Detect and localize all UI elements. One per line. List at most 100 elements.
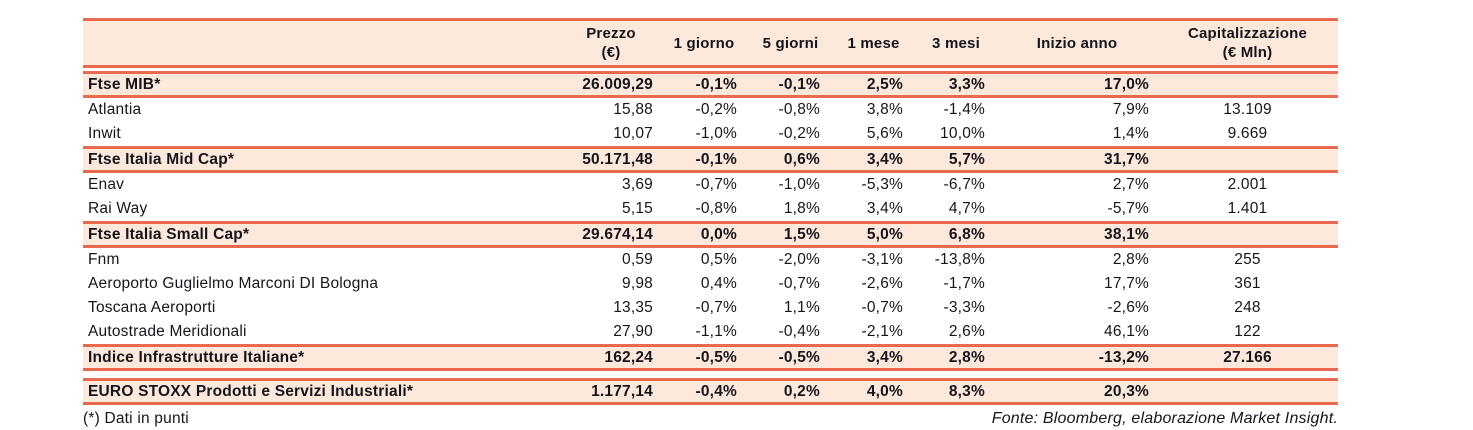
cell-inizio-anno: -2,6% bbox=[1107, 299, 1149, 316]
cell-3-mesi: -13,8% bbox=[934, 251, 985, 268]
column-header-3-mesi: 3 mesi bbox=[932, 34, 980, 52]
stock-row: Autostrade Meridionali 27,90 -1,1% -0,4%… bbox=[83, 320, 1338, 344]
cell-prezzo: 0,59 bbox=[622, 251, 653, 268]
cell-3-mesi: 6,8% bbox=[948, 225, 985, 243]
stock-row: Fnm 0,59 0,5% -2,0% -3,1% -13,8% 2,8% 25… bbox=[83, 248, 1338, 272]
column-header-inizio-anno: Inizio anno bbox=[1036, 34, 1118, 52]
cell-capitalizzazione: 361 bbox=[1234, 275, 1261, 292]
cell-prezzo: 5,15 bbox=[622, 200, 653, 217]
cell-5-giorni: 0,2% bbox=[783, 382, 820, 400]
cell-prezzo: 162,24 bbox=[604, 348, 653, 366]
cell-capitalizzazione: 13.109 bbox=[1223, 101, 1272, 118]
index-row: EURO STOXX Prodotti e Servizi Industrial… bbox=[83, 378, 1338, 405]
cell-1-giorno: -1,0% bbox=[695, 125, 737, 142]
cell-name: Ftse Italia Mid Cap* bbox=[88, 150, 235, 168]
cell-3-mesi: -3,3% bbox=[943, 299, 985, 316]
index-row: Indice Infrastrutture Italiane* 162,24 -… bbox=[83, 344, 1338, 371]
cell-3-mesi: 10,0% bbox=[940, 125, 985, 142]
cell-1-mese: 3,8% bbox=[866, 101, 903, 118]
cell-1-giorno: 0,5% bbox=[700, 251, 737, 268]
cell-name: Inwit bbox=[88, 125, 121, 142]
cell-capitalizzazione: 2.001 bbox=[1227, 176, 1268, 193]
section-divider-gap bbox=[83, 371, 1338, 378]
cell-inizio-anno: 2,7% bbox=[1112, 176, 1149, 193]
cell-prezzo: 1.177,14 bbox=[591, 382, 653, 400]
cell-prezzo: 27,90 bbox=[613, 323, 653, 340]
cell-5-giorni: -0,5% bbox=[778, 348, 820, 366]
stock-row: Atlantia 15,88 -0,2% -0,8% 3,8% -1,4% 7,… bbox=[83, 98, 1338, 122]
column-header-capitalizzazione: Capitalizzazione (€ Mln) bbox=[1187, 25, 1308, 61]
cell-capitalizzazione: 255 bbox=[1234, 251, 1261, 268]
cell-name: Rai Way bbox=[88, 200, 148, 217]
cell-1-giorno: 0,4% bbox=[700, 275, 737, 292]
cell-inizio-anno: 1,4% bbox=[1112, 125, 1149, 142]
cell-3-mesi: 8,3% bbox=[948, 382, 985, 400]
column-header-1-mese: 1 mese bbox=[847, 34, 900, 52]
cell-name: Toscana Aeroporti bbox=[88, 299, 216, 316]
stock-row: Rai Way 5,15 -0,8% 1,8% 3,4% 4,7% -5,7% … bbox=[83, 197, 1338, 221]
cell-5-giorni: 1,1% bbox=[783, 299, 820, 316]
footnote-dati-in-punti: (*) Dati in punti bbox=[83, 410, 189, 427]
cell-1-mese: -5,3% bbox=[861, 176, 903, 193]
cell-3-mesi: 2,6% bbox=[948, 323, 985, 340]
cell-inizio-anno: 17,0% bbox=[1104, 75, 1149, 93]
cell-5-giorni: -1,0% bbox=[778, 176, 820, 193]
cell-inizio-anno: 46,1% bbox=[1104, 323, 1149, 340]
source-credit: Fonte: Bloomberg, elaborazione Market In… bbox=[991, 410, 1338, 427]
cell-5-giorni: -0,4% bbox=[778, 323, 820, 340]
stock-row: Aeroporto Guglielmo Marconi DI Bologna 9… bbox=[83, 272, 1338, 296]
cell-name: Fnm bbox=[88, 251, 120, 268]
cell-prezzo: 50.171,48 bbox=[582, 150, 653, 168]
cell-name: Ftse MIB* bbox=[88, 75, 161, 93]
cell-1-giorno: -1,1% bbox=[695, 323, 737, 340]
cell-1-giorno: -0,8% bbox=[695, 200, 737, 217]
cell-inizio-anno: 20,3% bbox=[1104, 382, 1149, 400]
column-header-1-giorno: 1 giorno bbox=[673, 34, 735, 52]
cell-5-giorni: -0,2% bbox=[778, 125, 820, 142]
cell-1-mese: 3,4% bbox=[866, 150, 903, 168]
stock-row: Enav 3,69 -0,7% -1,0% -5,3% -6,7% 2,7% 2… bbox=[83, 173, 1338, 197]
cell-inizio-anno: 2,8% bbox=[1112, 251, 1149, 268]
cell-name: Atlantia bbox=[88, 101, 142, 118]
table-footer: (*) Dati in punti Fonte: Bloomberg, elab… bbox=[83, 410, 1338, 428]
cell-5-giorni: -2,0% bbox=[778, 251, 820, 268]
cell-prezzo: 15,88 bbox=[613, 101, 653, 118]
cell-name: Indice Infrastrutture Italiane* bbox=[88, 348, 305, 366]
cell-prezzo: 3,69 bbox=[622, 176, 653, 193]
cell-1-giorno: -0,1% bbox=[695, 75, 737, 93]
cell-5-giorni: 0,6% bbox=[783, 150, 820, 168]
index-row: Ftse Italia Mid Cap* 50.171,48 -0,1% 0,6… bbox=[83, 146, 1338, 173]
cell-name: EURO STOXX Prodotti e Servizi Industrial… bbox=[88, 382, 414, 400]
table-header-row: Prezzo (€) 1 giorno 5 giorni 1 mese 3 me… bbox=[83, 18, 1338, 68]
cell-1-mese: -2,1% bbox=[861, 323, 903, 340]
cell-1-giorno: -0,4% bbox=[695, 382, 737, 400]
cell-capitalizzazione: 1.401 bbox=[1227, 200, 1268, 217]
index-row: Ftse Italia Small Cap* 29.674,14 0,0% 1,… bbox=[83, 221, 1338, 248]
cell-1-mese: 4,0% bbox=[866, 382, 903, 400]
column-header-prezzo: Prezzo (€) bbox=[586, 25, 636, 61]
cell-1-giorno: -0,1% bbox=[695, 150, 737, 168]
cell-1-giorno: -0,7% bbox=[695, 176, 737, 193]
cell-name: Enav bbox=[88, 176, 125, 193]
cell-3-mesi: -1,4% bbox=[943, 101, 985, 118]
cell-1-mese: 5,0% bbox=[866, 225, 903, 243]
cell-inizio-anno: 17,7% bbox=[1104, 275, 1149, 292]
cell-1-giorno: -0,5% bbox=[695, 348, 737, 366]
cell-inizio-anno: -13,2% bbox=[1098, 348, 1149, 366]
cell-3-mesi: 5,7% bbox=[948, 150, 985, 168]
cell-prezzo: 10,07 bbox=[613, 125, 653, 142]
cell-3-mesi: 2,8% bbox=[948, 348, 985, 366]
cell-3-mesi: 4,7% bbox=[948, 200, 985, 217]
cell-1-mese: 3,4% bbox=[866, 200, 903, 217]
column-header-5-giorni: 5 giorni bbox=[762, 34, 819, 52]
cell-3-mesi: -1,7% bbox=[943, 275, 985, 292]
stock-row: Toscana Aeroporti 13,35 -0,7% 1,1% -0,7%… bbox=[83, 296, 1338, 320]
cell-inizio-anno: 7,9% bbox=[1112, 101, 1149, 118]
cell-5-giorni: -0,8% bbox=[778, 101, 820, 118]
cell-5-giorni: -0,7% bbox=[778, 275, 820, 292]
cell-1-mese: 2,5% bbox=[866, 75, 903, 93]
cell-1-mese: -3,1% bbox=[861, 251, 903, 268]
cell-inizio-anno: 31,7% bbox=[1104, 150, 1149, 168]
stock-row: Inwit 10,07 -1,0% -0,2% 5,6% 10,0% 1,4% … bbox=[83, 122, 1338, 146]
index-row: Ftse MIB* 26.009,29 -0,1% -0,1% 2,5% 3,3… bbox=[83, 71, 1338, 98]
